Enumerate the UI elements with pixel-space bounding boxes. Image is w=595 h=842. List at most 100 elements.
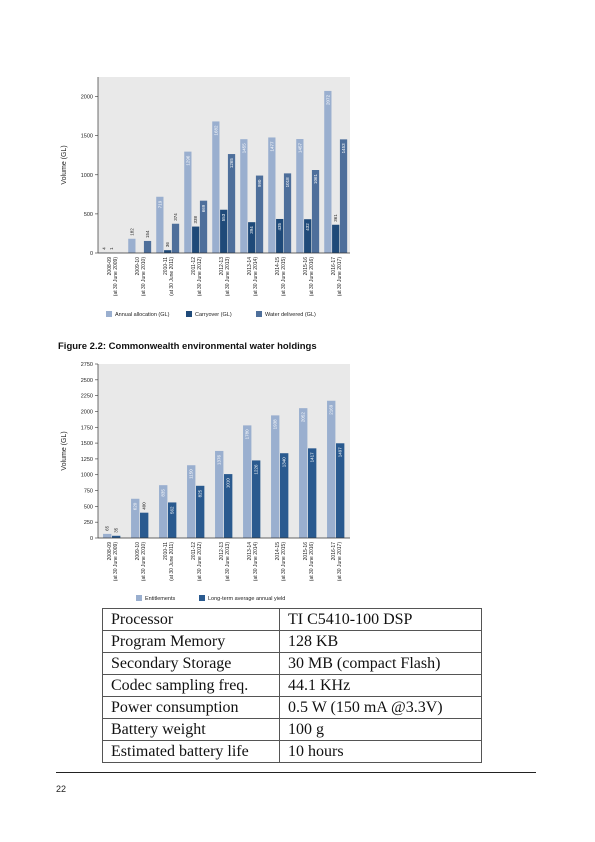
bar xyxy=(299,408,308,538)
legend-swatch xyxy=(256,311,262,317)
data-label: 1376 xyxy=(217,454,222,465)
data-label: 1477 xyxy=(269,141,274,152)
data-label: 1457 xyxy=(297,143,302,154)
bar xyxy=(336,443,345,538)
bar xyxy=(332,224,340,253)
spec-value: 0.5 W (150 mA @3.3V) xyxy=(279,696,482,719)
table-row: Processor TI C5410-100 DSP xyxy=(102,608,482,631)
y-tick-label: 1250 xyxy=(81,457,93,463)
data-label: 338 xyxy=(193,216,198,224)
allocation-chart: Volume (GL) 0 500 1000 1500 2000 4 1 2008-09(at … xyxy=(56,73,356,335)
bar xyxy=(283,173,292,253)
bar xyxy=(171,223,180,253)
data-label: 1010 xyxy=(226,478,231,489)
bar xyxy=(243,425,252,538)
data-label: 1296 xyxy=(185,155,190,166)
data-label: 719 xyxy=(157,200,162,208)
data-label: 394 xyxy=(249,226,254,234)
data-label: 361 xyxy=(333,214,338,222)
y-tick-label: 1000 xyxy=(81,173,93,179)
y-tick-label: 0 xyxy=(90,536,93,542)
x-tick-label: 2011-12(at 30 June 2012) xyxy=(191,542,203,582)
legend-swatch xyxy=(186,311,192,317)
data-label: 2072 xyxy=(325,94,330,105)
spec-value: 30 MB (compact Flash) xyxy=(279,652,482,675)
data-label: 990 xyxy=(257,179,262,187)
spec-key: Power consumption xyxy=(102,696,280,719)
y-tick-label: 500 xyxy=(84,212,93,218)
y-tick-label: 500 xyxy=(84,504,93,510)
page-number: 22 xyxy=(56,784,67,794)
footer-rule xyxy=(56,772,536,773)
bar xyxy=(311,170,320,253)
table-row: Battery weight 100 g xyxy=(102,718,482,741)
spec-key: Secondary Storage xyxy=(102,652,280,675)
data-label: 1497 xyxy=(338,447,343,458)
spec-table: Processor TI C5410-100 DSP Program Memory… xyxy=(102,608,482,763)
data-label: 432 xyxy=(305,223,310,231)
x-tick-label: 2010-11(at 30 June 2011) xyxy=(163,257,175,296)
x-tick-label: 2009-10(at 30 June 2010) xyxy=(135,542,147,582)
bar xyxy=(304,219,312,253)
bar xyxy=(199,200,208,253)
data-label: 182 xyxy=(129,228,134,236)
data-label: 1018 xyxy=(285,177,290,188)
bar xyxy=(268,137,276,253)
bar xyxy=(168,502,177,538)
data-label: 2169 xyxy=(329,404,334,415)
bar xyxy=(128,238,136,253)
x-tick-label: 2010-11(at 30 June 2011) xyxy=(163,542,175,581)
x-tick-label: 2013-14(at 30 June 2014) xyxy=(247,542,259,582)
x-tick-label: 2015-16(at 30 June 2016) xyxy=(303,542,315,582)
table-row: Program Memory 128 KB xyxy=(102,630,482,653)
x-tick-label: 2015-16(at 30 June 2016) xyxy=(303,257,315,297)
x-tick-label: 2016-17(at 30 June 2017) xyxy=(331,542,343,582)
legend-label: Annual allocation (GL) xyxy=(115,312,170,318)
spec-value: TI C5410-100 DSP xyxy=(279,608,482,631)
data-label: 374 xyxy=(173,213,178,221)
chart-svg: Volume (GL) 0 250 500 750 1000 1250 1500 1750 200… xyxy=(61,362,350,602)
holdings-chart: Volume (GL) 0 250 500 750 1000 1250 1500 1750 200… xyxy=(56,360,356,606)
data-label: 35 xyxy=(114,527,119,533)
bar xyxy=(224,474,233,538)
data-label: 1780 xyxy=(245,429,250,440)
data-label: 562 xyxy=(170,506,175,514)
bar xyxy=(196,485,205,538)
x-tick-label: 2012-13(at 30 June 2013) xyxy=(219,542,231,582)
bar xyxy=(131,498,140,538)
spec-key: Battery weight xyxy=(102,718,280,741)
bar xyxy=(220,209,228,253)
data-label: 1453 xyxy=(341,143,346,154)
spec-key: Processor xyxy=(102,608,280,631)
x-tick-label: 2008-09(at 30 June 2009) xyxy=(107,542,119,582)
y-tick-label: 2000 xyxy=(81,409,93,415)
y-tick-label: 250 xyxy=(84,520,93,526)
data-label: 835 xyxy=(161,489,166,497)
y-tick-label: 1000 xyxy=(81,473,93,479)
bar xyxy=(324,90,332,253)
bar xyxy=(240,139,248,253)
y-tick-label: 0 xyxy=(90,251,93,257)
bar xyxy=(184,151,192,253)
legend-swatch xyxy=(106,311,112,317)
legend-label: Water delivered (GL) xyxy=(265,312,316,318)
bar xyxy=(308,448,317,538)
data-label: 1150 xyxy=(189,469,194,479)
bar xyxy=(280,453,289,538)
data-label: 1938 xyxy=(273,419,278,430)
bar xyxy=(159,485,168,538)
data-label: 4 xyxy=(101,247,106,250)
spec-key: Codec sampling freq. xyxy=(102,674,280,697)
data-label: 65 xyxy=(105,525,110,531)
bar xyxy=(215,450,224,538)
legend-label: Entitlements xyxy=(145,596,176,602)
data-label: 1682 xyxy=(213,125,218,136)
bar xyxy=(212,121,220,253)
bar xyxy=(276,218,284,253)
data-label: 825 xyxy=(198,489,203,497)
legend-swatch xyxy=(136,595,142,601)
bar xyxy=(252,460,261,538)
chart-svg: Volume (GL) 0 500 1000 1500 2000 4 1 2008-09(at … xyxy=(61,77,350,318)
spec-value: 128 KB xyxy=(279,630,482,653)
data-label: 1 xyxy=(109,247,114,250)
